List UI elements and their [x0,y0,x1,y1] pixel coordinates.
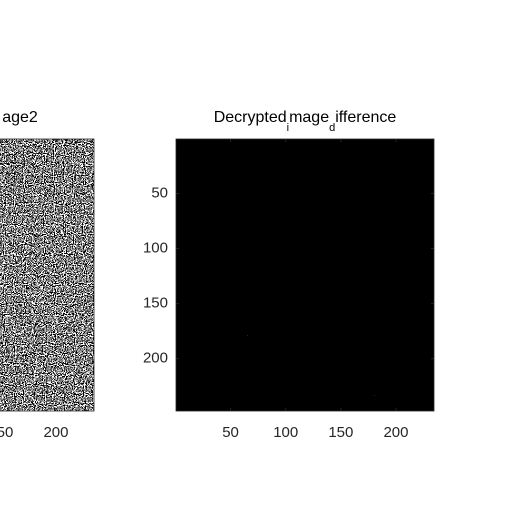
axes: age2 150 200 [0,109,95,441]
x-tick-label: 50 [222,424,239,441]
axes: Decryptedimagedifference 50 100 150 200 50 100… [143,109,435,441]
title-part: age2 [2,109,38,126]
title-part: d [329,122,335,134]
x-tick-label: 200 [43,424,68,441]
x-tick-label: 150 [0,424,13,441]
x-tick-label: 200 [383,424,408,441]
x-tick-label: 100 [273,424,298,441]
title-part: i [287,122,289,134]
image [176,139,434,411]
title-part: ifference [335,109,396,126]
axes-box [0,138,95,412]
y-tick-label: 100 [143,240,168,257]
image [0,139,94,411]
x-tick-label: 150 [328,424,353,441]
title-part: mage [289,109,329,126]
title-part: Decrypted [214,109,287,126]
y-tick-label: 150 [143,295,168,312]
axes-title: age2 [2,109,38,126]
axes-box [175,138,435,412]
y-tick-label: 200 [143,350,168,367]
y-tick-label: 50 [151,184,168,201]
axes-title: Decryptedimagedifference [214,109,397,134]
